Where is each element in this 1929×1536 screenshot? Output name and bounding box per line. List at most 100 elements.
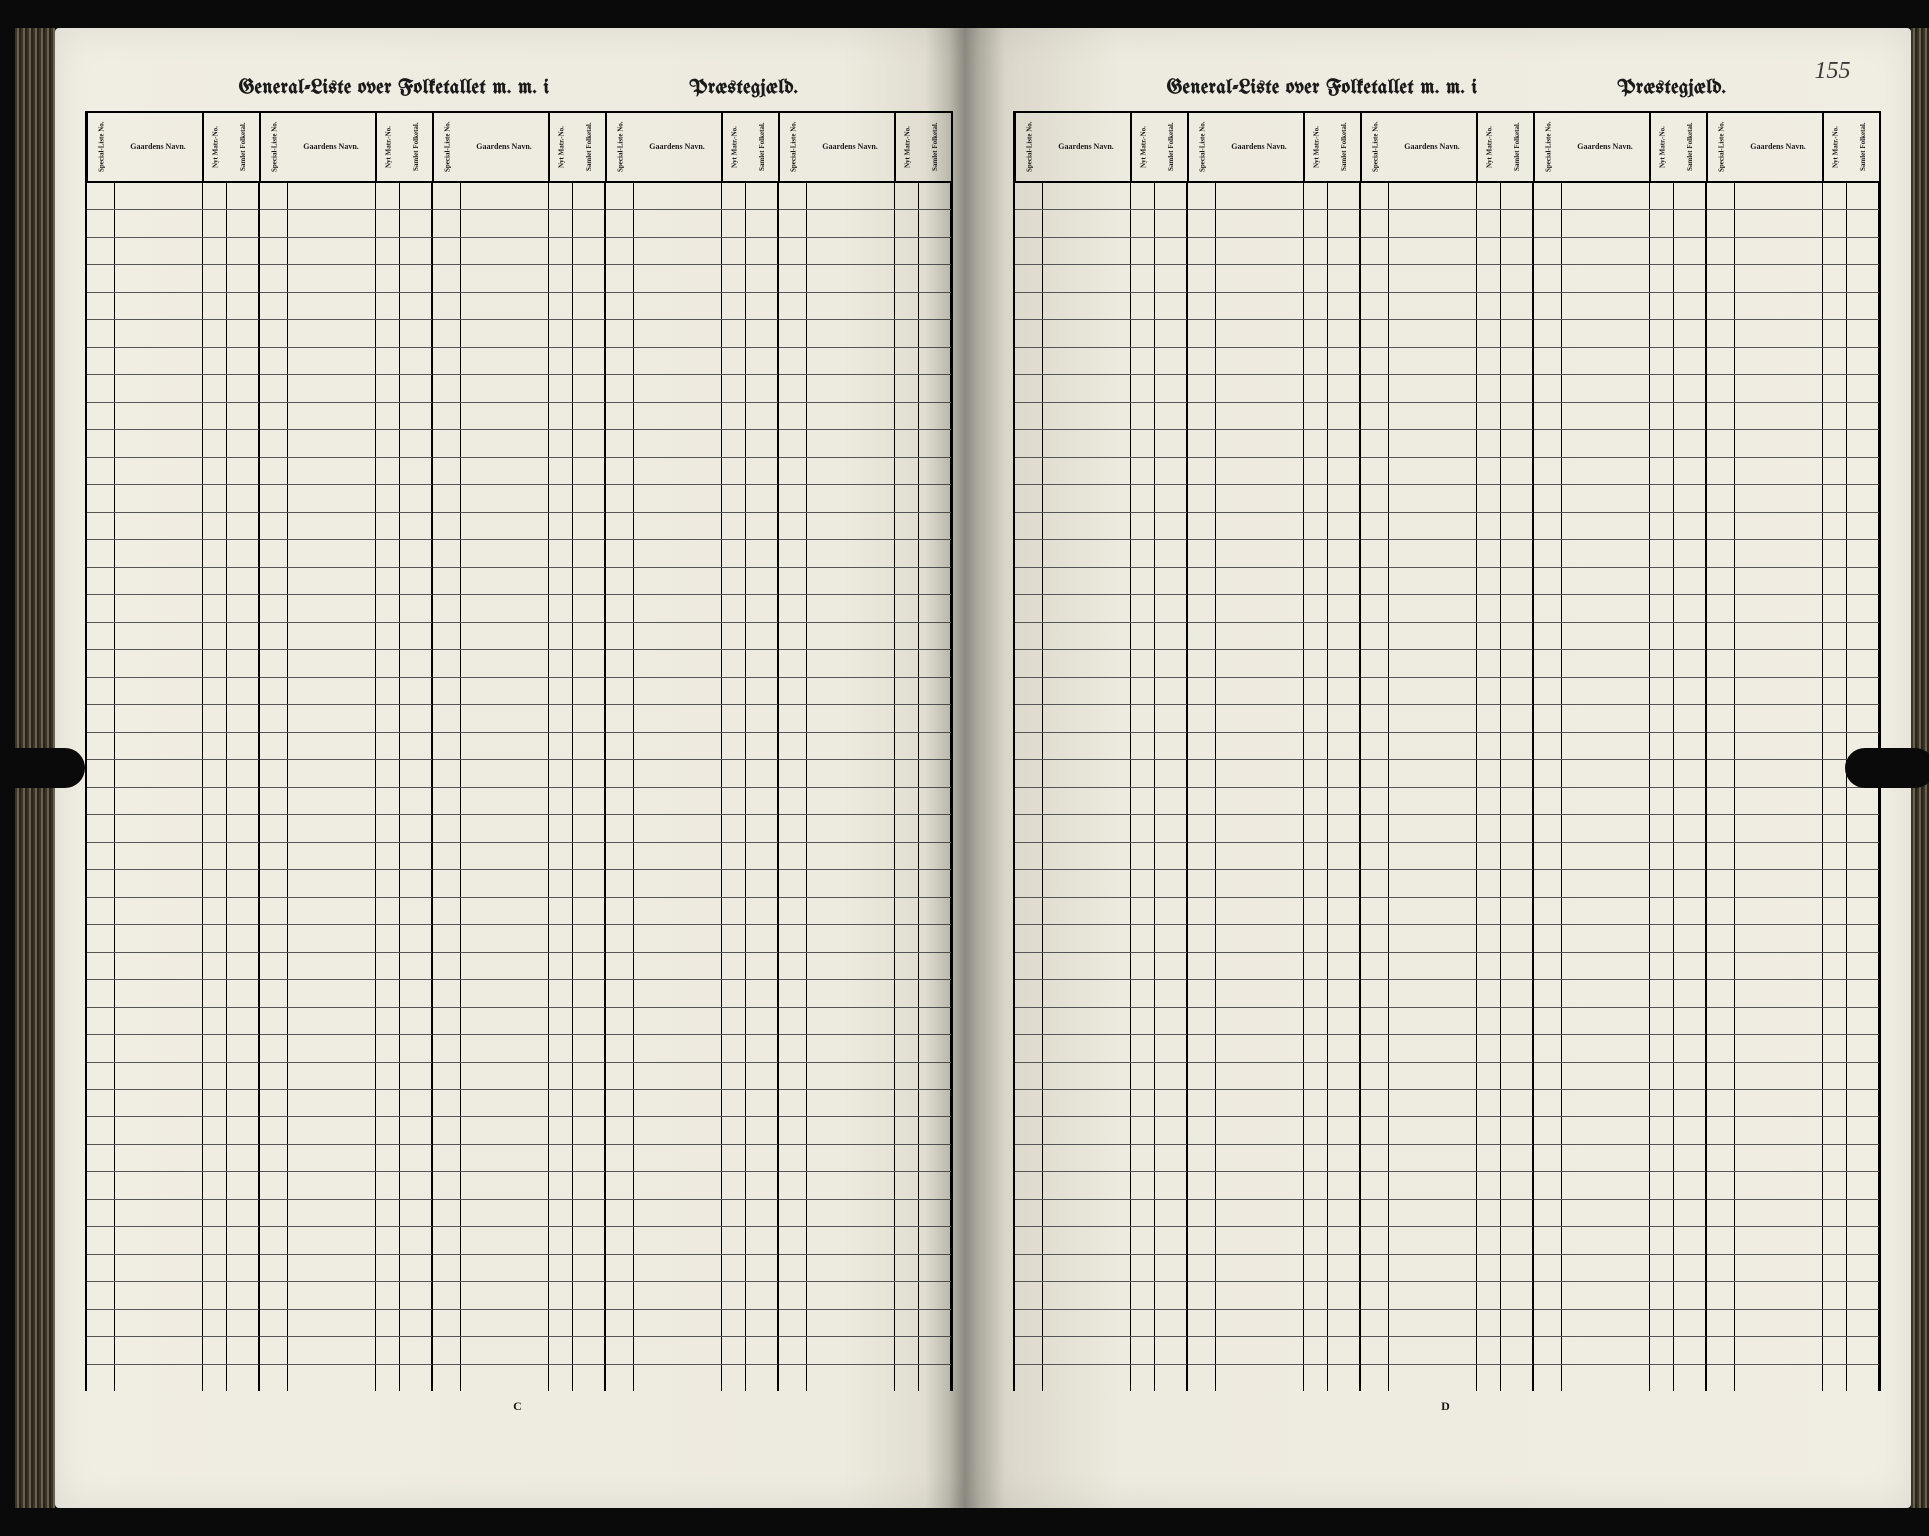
ledger-table-right: Special-Liste No.Gaardens Navn.Nyt Matr.… — [1013, 111, 1881, 1391]
column-body-gaardens_navn — [807, 183, 895, 1391]
column-body-gaardens_navn — [461, 183, 549, 1391]
binder-clip-left — [0, 748, 85, 788]
column-header-gaardens_navn: Gaardens Navn. — [1216, 113, 1304, 181]
column-header-gaardens_navn: Gaardens Navn. — [115, 113, 203, 181]
ledger-body — [87, 183, 951, 1391]
column-body-gaardens_navn — [1216, 183, 1304, 1391]
column-body-nyt_matr — [203, 183, 227, 1391]
column-group-header: Special-Liste No.Gaardens Navn.Nyt Matr.… — [779, 113, 951, 181]
column-header-nyt_matr: Nyt Matr.-No. — [895, 113, 919, 181]
column-header-samlet_folketal: Samlet Folketal. — [227, 113, 259, 181]
title-main: General-Liste over Folketallet m. m. i — [1167, 78, 1478, 99]
column-body-special_liste — [606, 183, 634, 1391]
column-body-special_liste — [1707, 183, 1735, 1391]
column-header-special_liste: Special-Liste No. — [260, 113, 288, 181]
column-group-header: Special-Liste No.Gaardens Navn.Nyt Matr.… — [1534, 113, 1707, 181]
footer-mark-right: D — [1013, 1399, 1881, 1414]
column-body-nyt_matr — [376, 183, 400, 1391]
title-main: General-Liste over Folketallet m. m. i — [239, 78, 550, 99]
column-header-nyt_matr: Nyt Matr.-No. — [722, 113, 746, 181]
column-body-samlet_folketal — [746, 183, 778, 1391]
column-header-nyt_matr: Nyt Matr.-No. — [1650, 113, 1674, 181]
footer-mark-left: C — [85, 1399, 953, 1414]
column-body-gaardens_navn — [634, 183, 722, 1391]
ledger-table-left: Special-Liste No.Gaardens Navn.Nyt Matr.… — [85, 111, 953, 1391]
column-header-special_liste: Special-Liste No. — [1361, 113, 1389, 181]
column-header-samlet_folketal: Samlet Folketal. — [919, 113, 951, 181]
column-group-header: Special-Liste No.Gaardens Navn.Nyt Matr.… — [606, 113, 779, 181]
column-header-samlet_folketal: Samlet Folketal. — [573, 113, 605, 181]
column-body-nyt_matr — [1650, 183, 1674, 1391]
page-left: General-Liste over Folketallet m. m. i P… — [55, 28, 983, 1508]
column-header-special_liste: Special-Liste No. — [1534, 113, 1562, 181]
column-header-samlet_folketal: Samlet Folketal. — [1155, 113, 1187, 181]
column-header-gaardens_navn: Gaardens Navn. — [461, 113, 549, 181]
column-group-body — [1188, 183, 1361, 1391]
column-header-special_liste: Special-Liste No. — [1707, 113, 1735, 181]
column-body-samlet_folketal — [1674, 183, 1706, 1391]
column-group-header: Special-Liste No.Gaardens Navn.Nyt Matr.… — [260, 113, 433, 181]
column-header-gaardens_navn: Gaardens Navn. — [1562, 113, 1650, 181]
column-body-samlet_folketal — [573, 183, 605, 1391]
column-body-special_liste — [433, 183, 461, 1391]
column-header-samlet_folketal: Samlet Folketal. — [1501, 113, 1533, 181]
title-suffix: Præstegjæld. — [1617, 78, 1726, 99]
page-title-right: General-Liste over Folketallet m. m. i P… — [1013, 78, 1881, 99]
column-body-gaardens_navn — [1562, 183, 1650, 1391]
column-body-special_liste — [260, 183, 288, 1391]
column-group-body — [1361, 183, 1534, 1391]
column-header-gaardens_navn: Gaardens Navn. — [1389, 113, 1477, 181]
column-body-special_liste — [87, 183, 115, 1391]
column-body-nyt_matr — [1131, 183, 1155, 1391]
column-body-nyt_matr — [549, 183, 573, 1391]
column-body-gaardens_navn — [115, 183, 203, 1391]
column-body-nyt_matr — [1477, 183, 1501, 1391]
column-group-header: Special-Liste No.Gaardens Navn.Nyt Matr.… — [1361, 113, 1534, 181]
column-header-gaardens_navn: Gaardens Navn. — [634, 113, 722, 181]
column-group-header: Special-Liste No.Gaardens Navn.Nyt Matr.… — [87, 113, 260, 181]
column-body-samlet_folketal — [400, 183, 432, 1391]
column-group-body — [260, 183, 433, 1391]
column-body-gaardens_navn — [288, 183, 376, 1391]
column-header-nyt_matr: Nyt Matr.-No. — [1823, 113, 1847, 181]
column-body-samlet_folketal — [227, 183, 259, 1391]
column-group-header: Special-Liste No.Gaardens Navn.Nyt Matr.… — [1015, 113, 1188, 181]
column-header-nyt_matr: Nyt Matr.-No. — [549, 113, 573, 181]
column-body-samlet_folketal — [1328, 183, 1360, 1391]
column-body-gaardens_navn — [1735, 183, 1823, 1391]
column-body-special_liste — [1015, 183, 1043, 1391]
column-group-body — [87, 183, 260, 1391]
column-header-special_liste: Special-Liste No. — [1188, 113, 1216, 181]
column-group-body — [1534, 183, 1707, 1391]
column-header-gaardens_navn: Gaardens Navn. — [1043, 113, 1131, 181]
column-body-nyt_matr — [1823, 183, 1847, 1391]
column-header-special_liste: Special-Liste No. — [87, 113, 115, 181]
column-group-body — [1707, 183, 1879, 1391]
column-header-nyt_matr: Nyt Matr.-No. — [376, 113, 400, 181]
binder-clip-right — [1845, 748, 1929, 788]
column-header-nyt_matr: Nyt Matr.-No. — [203, 113, 227, 181]
column-body-gaardens_navn — [1389, 183, 1477, 1391]
column-body-special_liste — [1361, 183, 1389, 1391]
ledger-header: Special-Liste No.Gaardens Navn.Nyt Matr.… — [87, 113, 951, 183]
title-suffix: Præstegjæld. — [689, 78, 798, 99]
column-header-special_liste: Special-Liste No. — [1015, 113, 1043, 181]
column-header-nyt_matr: Nyt Matr.-No. — [1477, 113, 1501, 181]
column-body-gaardens_navn — [1043, 183, 1131, 1391]
column-header-special_liste: Special-Liste No. — [433, 113, 461, 181]
column-body-special_liste — [779, 183, 807, 1391]
column-group-body — [606, 183, 779, 1391]
column-header-samlet_folketal: Samlet Folketal. — [1328, 113, 1360, 181]
column-group-body — [779, 183, 951, 1391]
column-group-body — [1015, 183, 1188, 1391]
column-body-samlet_folketal — [919, 183, 951, 1391]
column-header-samlet_folketal: Samlet Folketal. — [746, 113, 778, 181]
column-header-gaardens_navn: Gaardens Navn. — [1735, 113, 1823, 181]
column-header-samlet_folketal: Samlet Folketal. — [400, 113, 432, 181]
column-header-samlet_folketal: Samlet Folketal. — [1847, 113, 1879, 181]
column-body-samlet_folketal — [1501, 183, 1533, 1391]
page-number-right: 155 — [1815, 58, 1851, 85]
page-title-left: General-Liste over Folketallet m. m. i P… — [85, 78, 953, 99]
column-header-nyt_matr: Nyt Matr.-No. — [1131, 113, 1155, 181]
column-body-nyt_matr — [722, 183, 746, 1391]
